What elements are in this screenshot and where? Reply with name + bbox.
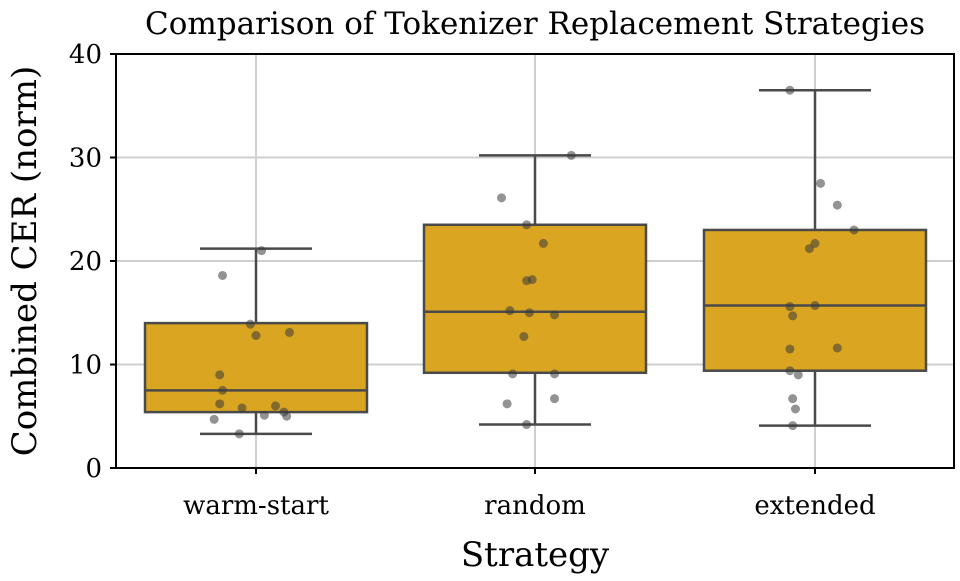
data-point <box>785 344 795 354</box>
data-point <box>502 399 512 409</box>
x-tick-label: extended <box>754 491 875 521</box>
y-tick-labels: 0 10 20 30 40 <box>69 40 116 484</box>
box-layer <box>143 88 928 436</box>
data-point <box>816 178 826 188</box>
data-point <box>257 246 267 256</box>
data-point <box>793 370 803 380</box>
data-point <box>849 225 859 235</box>
box-extended <box>702 228 928 372</box>
data-point <box>810 301 820 311</box>
data-point <box>218 270 228 280</box>
data-point <box>785 366 795 376</box>
data-point <box>251 331 261 341</box>
data-point <box>522 420 532 430</box>
strip-points <box>209 85 859 439</box>
data-point <box>271 401 281 411</box>
data-point <box>550 394 560 404</box>
data-point <box>218 385 228 395</box>
data-point <box>785 302 795 312</box>
box-random <box>422 223 648 375</box>
data-point <box>790 404 800 414</box>
data-point <box>215 399 225 409</box>
data-point <box>785 85 795 95</box>
data-point <box>538 238 548 248</box>
data-point <box>237 403 247 413</box>
data-point <box>832 200 842 210</box>
data-point <box>284 327 294 337</box>
y-tick-label: 20 <box>69 247 102 277</box>
x-tick-label: random <box>484 491 586 521</box>
y-axis-label: Combined CER (norm) <box>5 66 45 457</box>
data-point <box>519 332 529 342</box>
data-point <box>550 310 560 320</box>
data-point <box>234 429 244 439</box>
data-point <box>209 414 219 424</box>
data-point <box>832 343 842 353</box>
x-axis-label: Strategy <box>461 535 610 575</box>
y-tick-label: 30 <box>69 144 102 174</box>
data-point <box>788 421 798 431</box>
y-tick-label: 40 <box>69 40 102 70</box>
data-point <box>550 369 560 379</box>
data-point <box>804 244 814 254</box>
x-tick-label: warm-start <box>183 491 329 521</box>
data-point <box>788 311 798 321</box>
data-point <box>524 308 534 318</box>
data-point <box>522 276 532 286</box>
y-tick-label: 10 <box>69 351 102 381</box>
data-point <box>505 306 515 316</box>
data-point <box>566 150 576 160</box>
data-point <box>282 411 292 421</box>
data-point <box>497 193 507 203</box>
data-point <box>508 369 518 379</box>
y-tick-label: 0 <box>85 454 102 484</box>
chart-title: Comparison of Tokenizer Replacement Stra… <box>145 6 925 42</box>
x-tick-labels: warm-start random extended <box>183 468 876 521</box>
data-point <box>259 410 269 420</box>
data-point <box>522 220 532 230</box>
data-point <box>215 370 225 380</box>
data-point <box>245 319 255 329</box>
data-point <box>788 394 798 404</box>
